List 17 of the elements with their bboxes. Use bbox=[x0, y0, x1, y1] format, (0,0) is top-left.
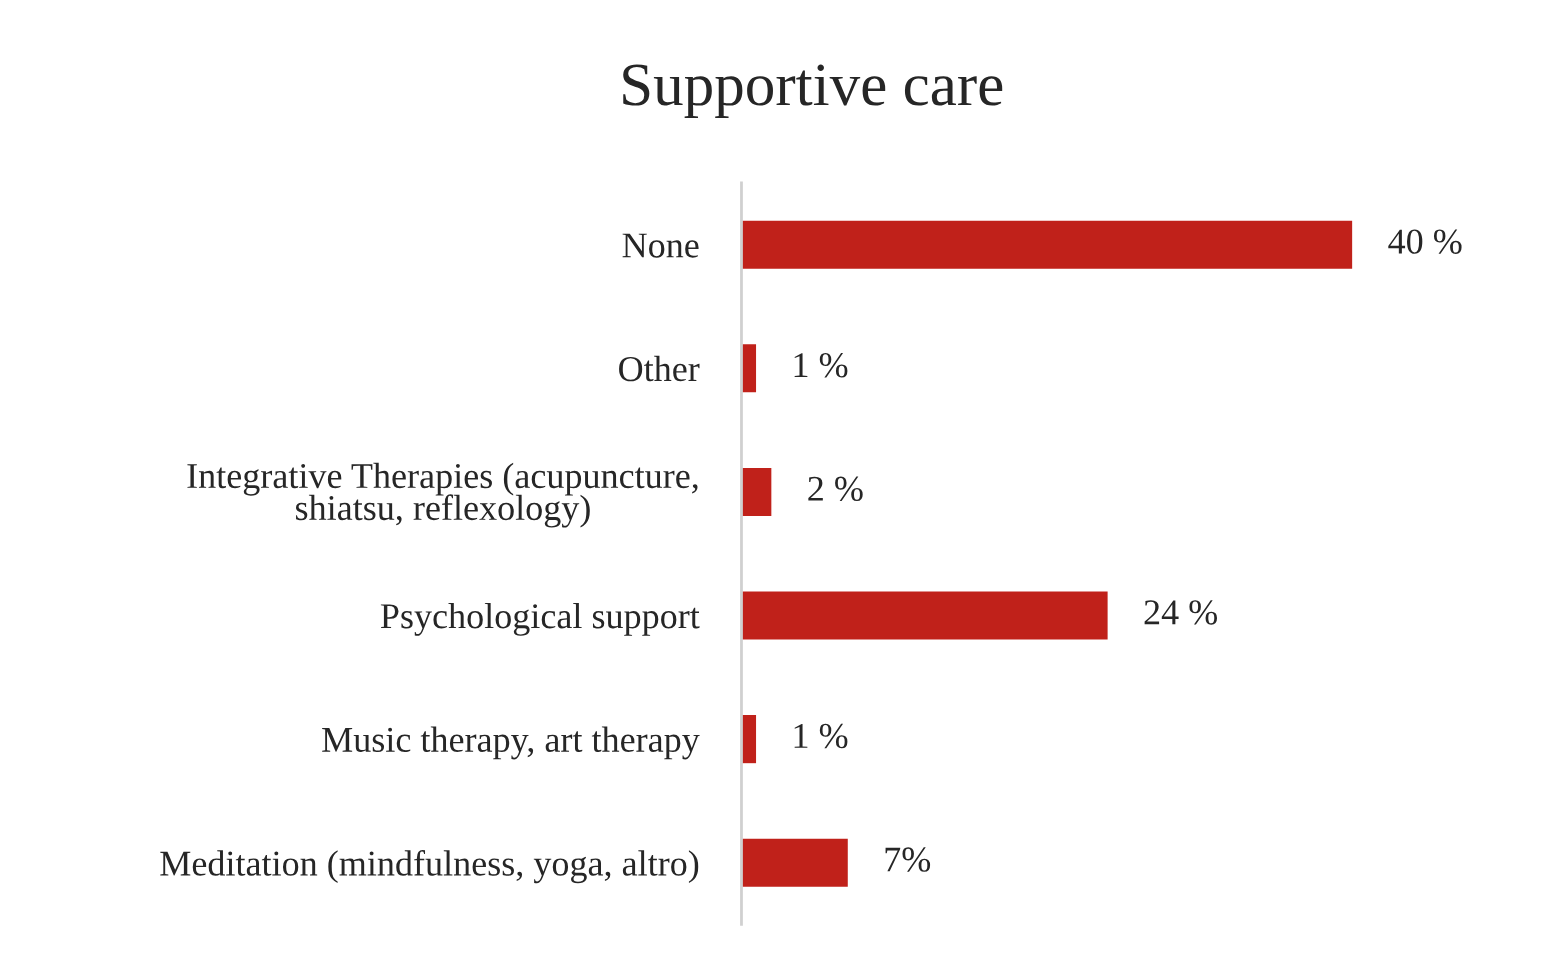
y-tick-label: Meditation (mindfulness, yoga, altro) bbox=[160, 849, 699, 884]
y-tick-label: Music therapy, art therapy bbox=[322, 726, 700, 760]
data-label: 40 % bbox=[1388, 229, 1462, 254]
y-tick-label: Integrative Therapies (acupuncture, shiatsu, reflexology) bbox=[187, 462, 698, 528]
bar bbox=[741, 466, 773, 518]
y-tick-label: Psychological support bbox=[380, 602, 700, 636]
y-tick-label: None bbox=[622, 233, 699, 258]
data-label: 24 % bbox=[1144, 600, 1218, 625]
bar bbox=[741, 219, 1354, 271]
y-tick-label: Other bbox=[619, 355, 700, 382]
bar bbox=[741, 590, 1110, 641]
data-label: 1 % bbox=[794, 353, 848, 378]
data-label: 7% bbox=[885, 847, 931, 872]
bar bbox=[741, 837, 850, 889]
chart-title: Supportive care bbox=[623, 64, 1003, 119]
data-label: 2 % bbox=[808, 476, 863, 502]
data-label: 1 % bbox=[794, 723, 848, 749]
